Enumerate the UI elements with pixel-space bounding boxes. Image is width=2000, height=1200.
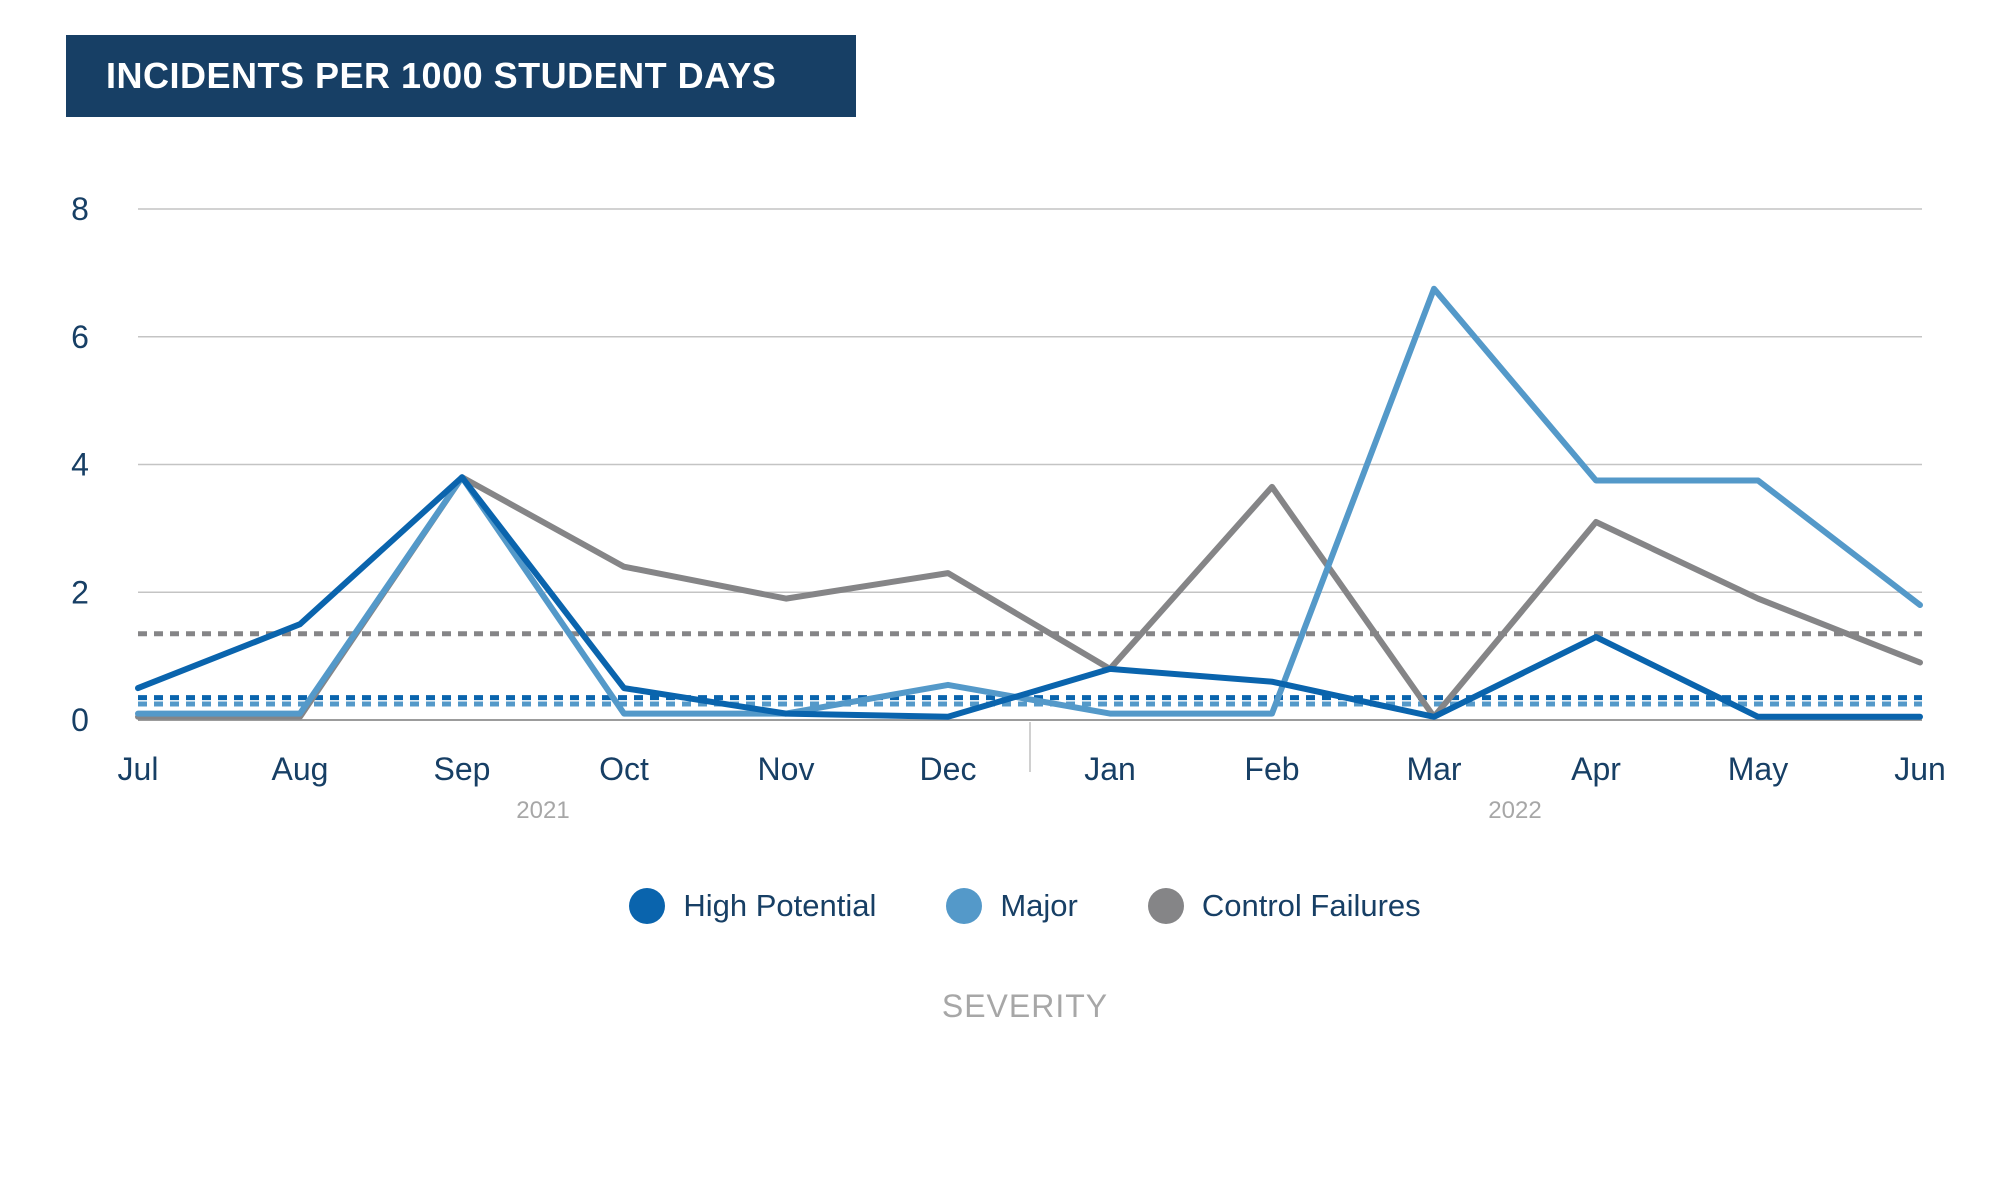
x-tick-label: Mar: [1406, 751, 1461, 787]
legend-swatch: [946, 888, 983, 924]
x-tick-label: May: [1728, 751, 1788, 787]
year-label: 2021: [516, 797, 569, 824]
legend-item: Control Failures: [1147, 888, 1421, 924]
legend-swatch: [1147, 888, 1184, 924]
series-line: [135, 474, 1923, 720]
x-tick-label: Jan: [1084, 751, 1136, 787]
legend-title: SEVERITY: [941, 988, 1109, 1024]
legend-label: Major: [1000, 888, 1078, 923]
x-tick-label: Dec: [920, 751, 977, 787]
x-tick-label: Jun: [1894, 751, 1946, 787]
legend-swatch: [629, 888, 666, 924]
x-tick-label: Jul: [118, 751, 159, 787]
x-tick-label: Feb: [1244, 751, 1299, 787]
y-tick-label: 4: [71, 447, 89, 483]
x-tick-label: Oct: [599, 751, 649, 787]
x-tick-label: Aug: [272, 751, 329, 787]
series-line: [135, 474, 1923, 720]
legend-label: High Potential: [683, 888, 877, 923]
year-label: 2022: [1488, 797, 1541, 824]
y-tick-label: 2: [71, 574, 89, 610]
y-tick-label: 6: [71, 319, 89, 355]
x-tick-label: Nov: [758, 751, 815, 787]
chart-title-box: INCIDENTS PER 1000 STUDENT DAYS: [66, 35, 856, 117]
legend-item: High Potential: [629, 888, 876, 924]
legend: High Potential Major Control Failures: [0, 888, 2000, 924]
legend-item: Major: [946, 888, 1078, 924]
x-tick-label: Apr: [1571, 751, 1621, 787]
y-tick-label: 0: [71, 702, 89, 738]
y-tick-label: 8: [71, 191, 89, 227]
legend-label: Control Failures: [1201, 888, 1421, 923]
series-line: [135, 285, 1923, 717]
chart-title: INCIDENTS PER 1000 STUDENT DAYS: [106, 55, 777, 96]
x-tick-label: Sep: [434, 751, 491, 787]
